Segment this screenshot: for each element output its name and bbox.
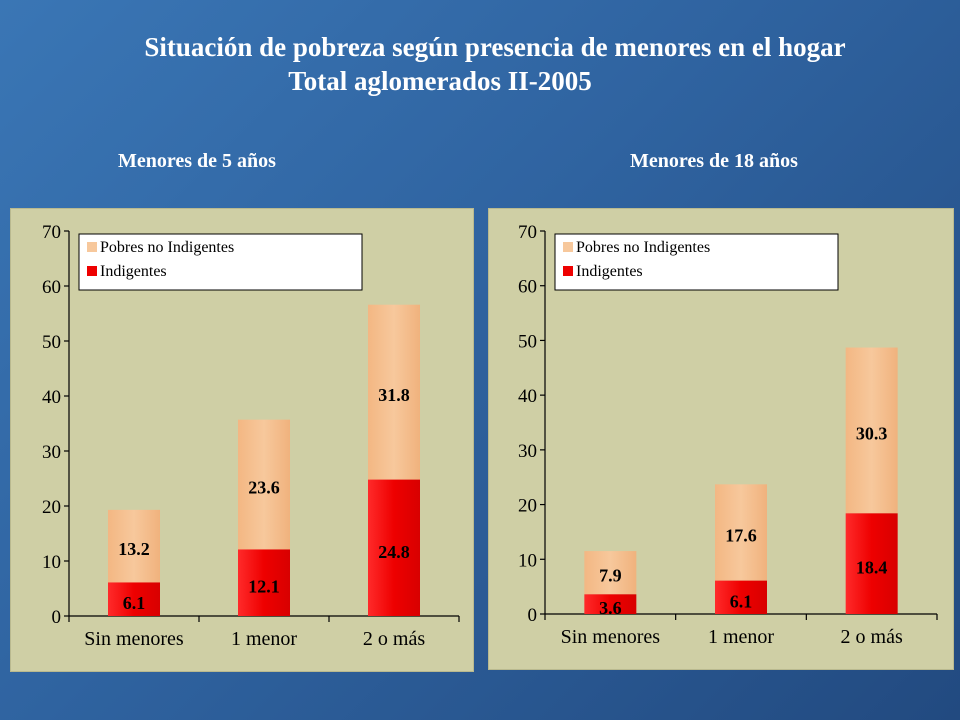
data-label-pobres-no-indigentes: 30.3 (856, 423, 888, 443)
y-tick-label: 20 (518, 496, 537, 517)
bar-indigentes-2-o-mas (845, 513, 898, 614)
bar-pobres-no-indigentes-1-menor (715, 484, 767, 581)
data-label-pobres-no-indigentes: 31.8 (378, 385, 410, 405)
chart-panel-right: 0 10 20 30 40 50 60 70 3.6 7.9 Sin menores 6.1 17.6 1… (488, 208, 954, 670)
data-label-indigentes: 6.1 (123, 593, 146, 613)
y-tick-label: 70 (42, 222, 61, 243)
chart-title-left: Menores de 5 años (118, 150, 276, 172)
bar-pobres-no-indigentes-sin-menores (584, 551, 637, 595)
x-tick-label: Sin menores (561, 626, 661, 648)
chart-left: 0 10 20 30 40 50 60 70 6.1 13.2 Sin menores 12.1 23.… (42, 222, 460, 650)
chart-panel-left: 0 10 20 30 40 50 60 70 6.1 13.2 Sin menores 12.1 23.… (10, 208, 474, 672)
y-tick-label: 30 (42, 442, 61, 463)
x-tick-label: 1 menor (708, 626, 774, 648)
y-tick-label: 10 (518, 550, 537, 571)
legend-swatch-pobres-no-indigentes (87, 242, 97, 252)
y-tick-label: 50 (518, 331, 537, 352)
y-tick-label: 10 (42, 552, 61, 573)
legend-label-pobres-no-indigentes: Pobres no Indigentes (576, 239, 710, 256)
data-label-indigentes: 18.4 (856, 558, 888, 578)
data-label-indigentes: 3.6 (599, 598, 622, 618)
data-label-pobres-no-indigentes: 23.6 (248, 478, 280, 498)
legend-label-pobres-no-indigentes: Pobres no Indigentes (100, 239, 234, 256)
y-tick-label: 30 (518, 441, 537, 462)
chart-title-right: Menores de 18 años (630, 150, 798, 172)
data-label-indigentes: 24.8 (378, 542, 410, 562)
bar-pobres-no-indigentes-2-o-mas (368, 304, 420, 480)
data-label-pobres-no-indigentes: 7.9 (599, 566, 622, 586)
legend-swatch-pobres-no-indigentes (563, 242, 573, 252)
bar-pobres-no-indigentes-sin-menores (108, 509, 160, 583)
title-line-1: Situación de pobreza según presencia de … (144, 32, 846, 62)
bar-indigentes-sin-menores (584, 594, 637, 614)
y-tick-label: 20 (42, 497, 61, 518)
data-label-indigentes: 6.1 (730, 591, 753, 611)
y-tick-label: 40 (518, 386, 537, 407)
y-tick-label: 0 (52, 607, 62, 628)
y-tick-label: 0 (528, 605, 538, 626)
x-tick-label: Sin menores (84, 628, 184, 650)
y-tick-label: 40 (42, 387, 61, 408)
legend-swatch-indigentes (563, 266, 573, 276)
bar-pobres-no-indigentes-2-o-mas (845, 347, 898, 514)
y-tick-label: 70 (518, 222, 537, 243)
x-tick-label: 2 o más (841, 626, 903, 648)
data-label-pobres-no-indigentes: 13.2 (118, 539, 150, 559)
page-title: Situación de pobreza según presencia de … (0, 30, 960, 98)
legend: Pobres no Indigentes Indigentes (554, 233, 839, 291)
data-label-indigentes: 12.1 (248, 577, 280, 597)
y-tick-label: 60 (42, 277, 61, 298)
legend: Pobres no Indigentes Indigentes (78, 233, 363, 291)
y-tick-label: 50 (42, 332, 61, 353)
data-label-pobres-no-indigentes: 17.6 (725, 525, 757, 545)
bar-indigentes-1-menor (238, 549, 290, 616)
x-tick-label: 2 o más (363, 628, 425, 650)
bar-indigentes-2-o-mas (368, 479, 420, 616)
chart-right: 0 10 20 30 40 50 60 70 3.6 7.9 Sin menores 6.1 17.6 1… (518, 222, 938, 648)
legend-label-indigentes: Indigentes (576, 263, 643, 280)
x-tick-label: 1 menor (231, 628, 297, 650)
legend-label-indigentes: Indigentes (100, 263, 167, 280)
bar-indigentes-sin-menores (108, 582, 160, 616)
bar-indigentes-1-menor (715, 580, 767, 614)
legend-swatch-indigentes (87, 266, 97, 276)
title-line-2: Total aglomerados II-2005 (288, 66, 592, 96)
bar-pobres-no-indigentes-1-menor (238, 419, 290, 550)
y-tick-label: 60 (518, 277, 537, 298)
